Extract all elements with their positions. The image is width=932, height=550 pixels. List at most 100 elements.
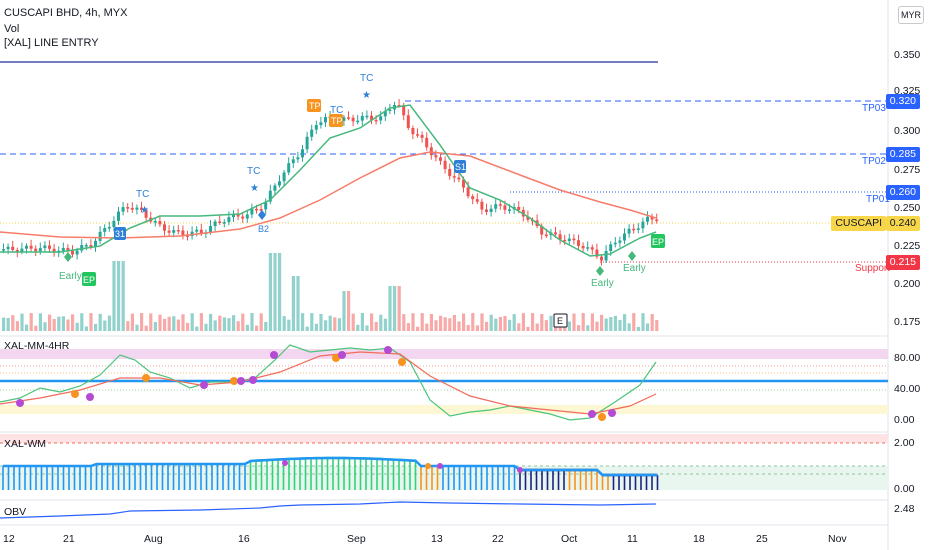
candle-body <box>544 234 548 237</box>
volume-legend[interactable]: Vol <box>4 23 20 35</box>
currency-button[interactable]: MYR <box>898 6 924 24</box>
volume-bar <box>342 291 346 331</box>
volume-bar <box>480 313 484 331</box>
ep-text: EP <box>652 237 664 247</box>
candle-body <box>218 221 222 223</box>
volume-bar <box>586 325 590 331</box>
volume-bar <box>135 324 139 331</box>
time-tick: 18 <box>693 533 705 545</box>
volume-bar <box>393 286 397 331</box>
candle-body <box>526 216 530 220</box>
volume-bar <box>526 326 530 331</box>
candle-body <box>508 209 511 211</box>
obv-line <box>0 501 657 519</box>
candle-body <box>245 214 249 219</box>
volume-bar <box>176 319 180 331</box>
candle-body <box>287 163 291 173</box>
candle-body <box>75 250 79 255</box>
star-icon: ★ <box>140 205 149 216</box>
candle-body <box>273 185 277 191</box>
candle-body <box>98 231 102 241</box>
volume-bar <box>48 314 52 331</box>
candle-body <box>485 209 488 212</box>
volume-bar <box>61 316 65 331</box>
osc-dot <box>588 410 596 418</box>
signal-line <box>0 104 657 257</box>
osc-dot <box>142 374 150 382</box>
osc-dot <box>398 358 406 366</box>
volume-bar <box>117 261 121 331</box>
candle-body <box>319 122 323 126</box>
wm-base-zone <box>0 466 888 490</box>
candle-body <box>268 190 272 202</box>
osc-panel-title[interactable]: XAL-MM-4HR <box>4 340 70 352</box>
candle-body <box>199 229 203 234</box>
volume-bar <box>218 315 222 331</box>
time-tick: Nov <box>828 533 847 545</box>
candle-body <box>11 246 15 251</box>
time-tick: 21 <box>63 533 75 545</box>
volume-bar <box>540 314 544 331</box>
early-label: Early <box>623 263 646 274</box>
volume-bar <box>130 313 134 331</box>
overbought-zone <box>0 349 888 359</box>
volume-bar <box>167 316 171 331</box>
volume-bar <box>632 313 636 331</box>
wm-dot <box>282 460 288 466</box>
volume-bar <box>209 313 213 331</box>
volume-bar <box>84 326 88 331</box>
volume-bar <box>549 315 553 331</box>
osc-dot <box>230 377 238 385</box>
volume-bar <box>577 325 581 331</box>
volume-bar <box>351 313 355 331</box>
volume-bar <box>402 314 406 331</box>
symbol-title[interactable]: CUSCAPI BHD, 4h, MYX <box>4 7 128 19</box>
obv-panel-title[interactable]: OBV <box>4 506 27 518</box>
volume-bar <box>195 326 199 331</box>
candle-body <box>61 247 65 251</box>
candle-body <box>236 213 240 217</box>
s1-text: S1 <box>455 162 466 172</box>
candle-body <box>227 217 231 223</box>
wm-dots <box>282 460 523 473</box>
price-tick: 0.175 <box>894 316 921 328</box>
candle-body <box>623 233 626 241</box>
candle-body <box>48 245 51 249</box>
volume-bar <box>609 317 613 331</box>
candle-body <box>475 199 479 202</box>
candle-body <box>388 109 392 111</box>
candle-body <box>402 105 406 116</box>
symbol-tag: CUSCAPI <box>831 216 886 231</box>
volume-bar <box>158 314 162 331</box>
volume-bar <box>121 261 125 331</box>
volume-bar <box>655 320 659 331</box>
volume-bar <box>485 321 489 331</box>
candle-body <box>360 115 364 121</box>
volume-bar <box>535 323 539 331</box>
candle-body <box>471 196 475 200</box>
earnings-badge <box>553 313 568 328</box>
indicator-legend[interactable]: [XAL] LINE ENTRY <box>4 37 99 49</box>
candle-body <box>517 206 521 210</box>
diamond-icon <box>258 210 266 220</box>
osc-dot <box>16 399 24 407</box>
candle-body <box>577 240 580 246</box>
volume-bar <box>66 319 70 331</box>
candle-body <box>655 219 659 222</box>
candle-body <box>282 172 286 182</box>
price-tick: 0.350 <box>894 49 921 61</box>
wm-panel-title[interactable]: XAL-WM <box>4 438 46 450</box>
volume-bar <box>462 313 466 331</box>
candle-body <box>121 207 125 212</box>
volume-bar <box>6 317 10 331</box>
candle-body <box>650 216 654 220</box>
candle-body <box>342 117 346 121</box>
time-tick: 11 <box>627 533 638 545</box>
candle-body <box>186 235 189 237</box>
osc-dot <box>249 376 257 384</box>
candle-body <box>627 228 631 234</box>
volume-bar <box>406 323 410 331</box>
wm-histogram <box>2 456 659 490</box>
candle-body <box>618 240 622 243</box>
